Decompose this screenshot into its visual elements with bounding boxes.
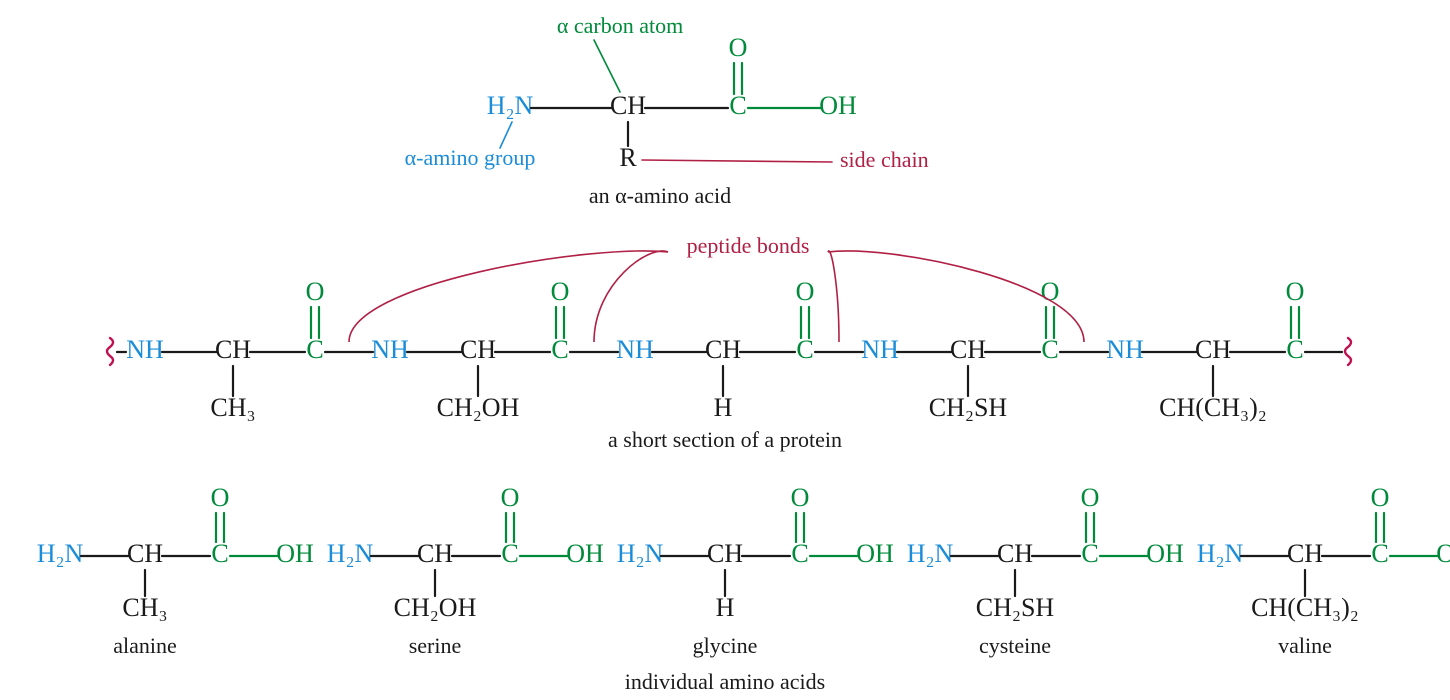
aa-c-1: C xyxy=(501,539,518,568)
individual-amino-acids: H₂NCHCOHOCH₃alanineH₂NCHCOHOCH₂OHserineH… xyxy=(37,483,1450,694)
aa-o-3: O xyxy=(1081,483,1100,512)
aa-c-4: C xyxy=(1371,539,1388,568)
side-4: CH(CH₃)₂ xyxy=(1159,393,1267,422)
c-2: C xyxy=(796,335,813,364)
nh-2: NH xyxy=(616,335,654,364)
nh-4: NH xyxy=(1106,335,1144,364)
o-1: O xyxy=(551,277,570,306)
aa-o-4: O xyxy=(1371,483,1390,512)
alpha-amino-acid: H₂N CH C OH O Rα carbon atom α-amino group side… xyxy=(405,13,929,208)
aa-oh-2: OH xyxy=(856,539,894,568)
aa-o-1: O xyxy=(501,483,520,512)
ch-4: CH xyxy=(1195,335,1231,364)
aa-name-1: serine xyxy=(409,633,462,658)
aa-c-0: C xyxy=(211,539,228,568)
protein-chain: NHCHCOCH₃NHCHCOCH₂OHNHCHCOHNHCHCOCH₂SHNH… xyxy=(107,233,1351,452)
ch-0: CH xyxy=(215,335,251,364)
carbonyl-o: O xyxy=(729,33,748,62)
aa-oh-1: OH xyxy=(566,539,604,568)
aa-name-3: cysteine xyxy=(979,633,1051,658)
side-0: CH₃ xyxy=(210,393,255,422)
caption-individual: individual amino acids xyxy=(625,669,825,694)
lbl-side-chain: side chain xyxy=(840,147,929,172)
nh-1: NH xyxy=(371,335,409,364)
o-3: O xyxy=(1041,277,1060,306)
caption-amino-acid: an α-amino acid xyxy=(589,183,731,208)
aa-side-3: CH₂SH xyxy=(976,593,1055,622)
ch-1: CH xyxy=(460,335,496,364)
aa-oh-0: OH xyxy=(276,539,314,568)
aa-c-3: C xyxy=(1081,539,1098,568)
aa-side-4: CH(CH₃)₂ xyxy=(1251,593,1359,622)
c-1: C xyxy=(551,335,568,364)
aa-n-3: H₂N xyxy=(907,539,954,568)
nh-3: NH xyxy=(861,335,899,364)
o-2: O xyxy=(796,277,815,306)
c-4: C xyxy=(1286,335,1303,364)
lbl-alpha-carbon: α carbon atom xyxy=(557,13,683,38)
aa-n-4: H₂N xyxy=(1197,539,1244,568)
side-1: CH₂OH xyxy=(437,393,520,422)
amino-nitrogen: H₂N xyxy=(487,91,534,120)
caption-protein: a short section of a protein xyxy=(608,427,842,452)
aa-oh-3: OH xyxy=(1146,539,1184,568)
side-3: CH₂SH xyxy=(929,393,1008,422)
alpha-carbon: CH xyxy=(610,91,646,120)
r-group: R xyxy=(619,143,637,172)
ch-3: CH xyxy=(950,335,986,364)
side-2: H xyxy=(714,393,733,422)
lbl-peptide-bonds: peptide bonds xyxy=(687,233,810,258)
o-4: O xyxy=(1286,277,1305,306)
aa-n-2: H₂N xyxy=(617,539,664,568)
aa-ch-2: CH xyxy=(707,539,743,568)
aa-ch-3: CH xyxy=(997,539,1033,568)
aa-oh-4: OH xyxy=(1436,539,1450,568)
aa-name-0: alanine xyxy=(113,633,177,658)
aa-side-1: CH₂OH xyxy=(394,593,477,622)
aa-n-0: H₂N xyxy=(37,539,84,568)
chemistry-diagram: H₂NCHCOHORα carbon atomα-amino groupside… xyxy=(0,0,1450,700)
carbonyl-c: C xyxy=(729,91,746,120)
aa-name-4: valine xyxy=(1278,633,1332,658)
ch-2: CH xyxy=(705,335,741,364)
aa-o-0: O xyxy=(211,483,230,512)
aa-side-0: CH₃ xyxy=(122,593,167,622)
nh-0: NH xyxy=(126,335,164,364)
aa-n-1: H₂N xyxy=(327,539,374,568)
lbl-alpha-amino: α-amino group xyxy=(405,145,536,170)
aa-side-2: H xyxy=(716,593,735,622)
aa-name-2: glycine xyxy=(693,633,758,658)
aa-ch-4: CH xyxy=(1287,539,1323,568)
o-0: O xyxy=(306,277,325,306)
aa-ch-0: CH xyxy=(127,539,163,568)
c-3: C xyxy=(1041,335,1058,364)
c-0: C xyxy=(306,335,323,364)
aa-c-2: C xyxy=(791,539,808,568)
aa-o-2: O xyxy=(791,483,810,512)
aa-ch-1: CH xyxy=(417,539,453,568)
hydroxyl: OH xyxy=(819,91,857,120)
